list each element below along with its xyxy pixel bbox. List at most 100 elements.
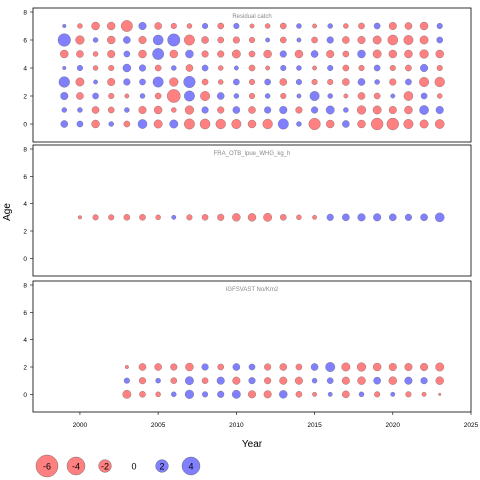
bubble-age5-2005 bbox=[152, 48, 164, 60]
bubble-age3-2022 bbox=[419, 77, 429, 87]
bubble-age3-2013 bbox=[280, 214, 287, 221]
panel-1: 0 2 4 6 8 Residual catch bbox=[23, 7, 472, 143]
bubble-age2-2016 bbox=[327, 93, 333, 99]
bubble-age7-2018 bbox=[358, 22, 365, 30]
bubble-age7-2009 bbox=[217, 22, 224, 30]
bubble-age6-2023 bbox=[436, 36, 443, 44]
bubble-age6-2003 bbox=[123, 36, 131, 44]
bubble-age3-2016 bbox=[326, 213, 334, 221]
y-tick-label: 0 bbox=[23, 392, 27, 399]
bubble-age2-1999 bbox=[60, 92, 69, 100]
bubble-age5-2013 bbox=[279, 50, 287, 58]
bubble-age2-2022 bbox=[420, 363, 429, 371]
bubble-age7-2023 bbox=[436, 23, 443, 29]
panel-title: Residual catch bbox=[232, 14, 271, 20]
bubble-age1-2016 bbox=[326, 377, 334, 384]
bubble-age3-2020 bbox=[389, 213, 397, 222]
panel-frame bbox=[32, 280, 472, 413]
bubble-age6-2009 bbox=[217, 36, 224, 44]
bubble-age0-1999 bbox=[60, 120, 69, 128]
bubble-age3-2017 bbox=[342, 213, 350, 222]
bubble-age3-2017 bbox=[342, 78, 350, 86]
bubble-age2-2004 bbox=[138, 363, 147, 371]
bubble-age3-2009 bbox=[217, 213, 225, 221]
bubble-age3-2004 bbox=[139, 78, 146, 86]
bubble-age2-2011 bbox=[249, 93, 255, 99]
bubble-age0-2019 bbox=[371, 117, 384, 131]
bubble-age1-2010 bbox=[232, 376, 241, 385]
bubble-age3-2012 bbox=[264, 78, 271, 86]
bubble-age0-2008 bbox=[202, 391, 209, 398]
bubble-age1-2004 bbox=[138, 377, 147, 385]
bubble-age0-2019 bbox=[374, 391, 381, 398]
bubble-age4-2014 bbox=[296, 65, 302, 71]
bubble-age1-2015 bbox=[311, 106, 319, 114]
bubble-age0-2007 bbox=[184, 118, 195, 130]
legend-label: -6 bbox=[43, 462, 51, 472]
bubble-age1-2015 bbox=[311, 377, 318, 384]
bubble-age3-2011 bbox=[247, 213, 257, 222]
bubble-age2-2015 bbox=[309, 91, 320, 101]
bubble-age3-2007 bbox=[183, 76, 196, 88]
legend-bubble bbox=[66, 456, 86, 476]
bubble-age2-2010 bbox=[233, 93, 240, 99]
bubble-age6-2021 bbox=[403, 35, 414, 45]
bubble-age2-2009 bbox=[217, 363, 224, 371]
bubble-age2-2021 bbox=[403, 91, 414, 101]
bubble-age7-1999 bbox=[62, 24, 67, 28]
bubble-age2-2009 bbox=[216, 92, 225, 100]
bubble-age0-2022 bbox=[419, 119, 429, 129]
panel-frame bbox=[32, 144, 472, 277]
y-tick-label: 2 bbox=[23, 229, 27, 236]
bubble-age0-2023 bbox=[438, 392, 442, 396]
bubble-age2-2005 bbox=[154, 92, 162, 100]
legend-label: -2 bbox=[101, 462, 109, 472]
bubble-age7-2006 bbox=[170, 23, 177, 29]
bubble-age0-2022 bbox=[421, 391, 427, 397]
bubble-age5-2010 bbox=[232, 49, 241, 59]
panel-2: 0 2 4 6 8 FRA_OTB_lpue_WHG_kg_h bbox=[23, 144, 472, 277]
y-tick-label: 6 bbox=[23, 174, 27, 181]
bubble-age6-2004 bbox=[138, 36, 147, 44]
bubble-age7-2005 bbox=[154, 22, 162, 30]
bubble-age2-2020 bbox=[388, 363, 397, 371]
bubble-age0-2013 bbox=[277, 118, 289, 130]
bubble-age1-2004 bbox=[138, 106, 147, 114]
bubble-age1-2013 bbox=[279, 376, 288, 385]
bubble-age1-2011 bbox=[248, 377, 256, 385]
bubble-age3-2002 bbox=[108, 214, 115, 221]
bubble-age1-2023 bbox=[435, 106, 444, 114]
bubble-age0-2012 bbox=[263, 390, 272, 399]
bubble-age7-2012 bbox=[264, 23, 271, 29]
bubble-age1-2012 bbox=[264, 377, 272, 385]
bubble-age4-2021 bbox=[405, 64, 412, 72]
bubble-age0-2004 bbox=[137, 119, 148, 129]
bubble-age3-2019 bbox=[374, 79, 380, 85]
bubble-age0-2015 bbox=[308, 118, 321, 130]
bubble-age3-2022 bbox=[420, 213, 428, 222]
bubble-age6-2017 bbox=[342, 36, 350, 44]
bubble-age4-2008 bbox=[201, 64, 209, 72]
bubble-age1-2018 bbox=[356, 105, 367, 115]
bubble-age5-2012 bbox=[263, 49, 272, 59]
legend-bubble bbox=[35, 454, 59, 478]
y-tick-label: 4 bbox=[23, 337, 27, 344]
y-tick-label: 8 bbox=[23, 283, 27, 290]
bubble-age3-2010 bbox=[232, 213, 241, 222]
bubble-age2-2003 bbox=[124, 365, 129, 369]
bubble-age7-2002 bbox=[107, 21, 116, 31]
bubble-age3-2000 bbox=[77, 215, 82, 220]
y-tick-label: 2 bbox=[23, 365, 27, 372]
bubble-age4-2005 bbox=[154, 64, 162, 72]
bubble-age6-2002 bbox=[107, 35, 116, 45]
bubble-age5-2001 bbox=[92, 51, 99, 57]
bubble-age2-2023 bbox=[435, 362, 445, 372]
bubble-age7-2016 bbox=[327, 23, 333, 29]
bubble-age1-2020 bbox=[388, 106, 397, 114]
bubble-age7-2011 bbox=[249, 23, 255, 29]
bubble-age5-2023 bbox=[435, 49, 444, 59]
bubble-age2-2011 bbox=[248, 363, 256, 371]
bubble-age4-2006 bbox=[171, 65, 177, 71]
y-tick-label: 0 bbox=[23, 122, 27, 129]
bubble-age1-2022 bbox=[420, 377, 428, 385]
